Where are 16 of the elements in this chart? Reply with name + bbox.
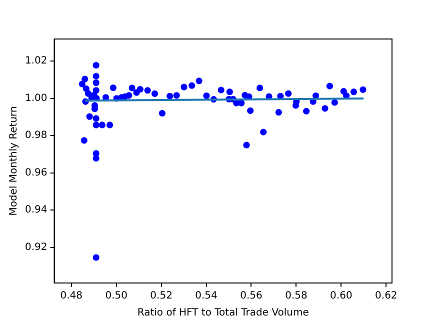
y-tick-label: 0.94 bbox=[25, 204, 48, 216]
y-tick-label: 0.96 bbox=[25, 167, 48, 178]
y-tick-label: 0.92 bbox=[25, 242, 48, 253]
x-tick-label: 0.48 bbox=[60, 290, 82, 302]
y-tick-label: 1.02 bbox=[25, 56, 48, 67]
x-tick-label: 0.62 bbox=[375, 290, 398, 302]
x-axis-title: Ratio of HFT to Total Trade Volume bbox=[137, 308, 309, 319]
y-tick-label: 1.00 bbox=[25, 92, 48, 104]
x-tick-label: 0.60 bbox=[330, 290, 352, 302]
y-tick-label: 0.98 bbox=[25, 130, 48, 142]
x-tick-label: 0.50 bbox=[105, 290, 128, 302]
y-axis-title: Model Monthly Return bbox=[8, 106, 20, 216]
x-tick-label: 0.58 bbox=[285, 290, 308, 302]
x-tick-label: 0.54 bbox=[195, 290, 218, 302]
x-tick-label: 0.52 bbox=[150, 290, 172, 302]
x-tick-label: 0.56 bbox=[240, 290, 262, 302]
